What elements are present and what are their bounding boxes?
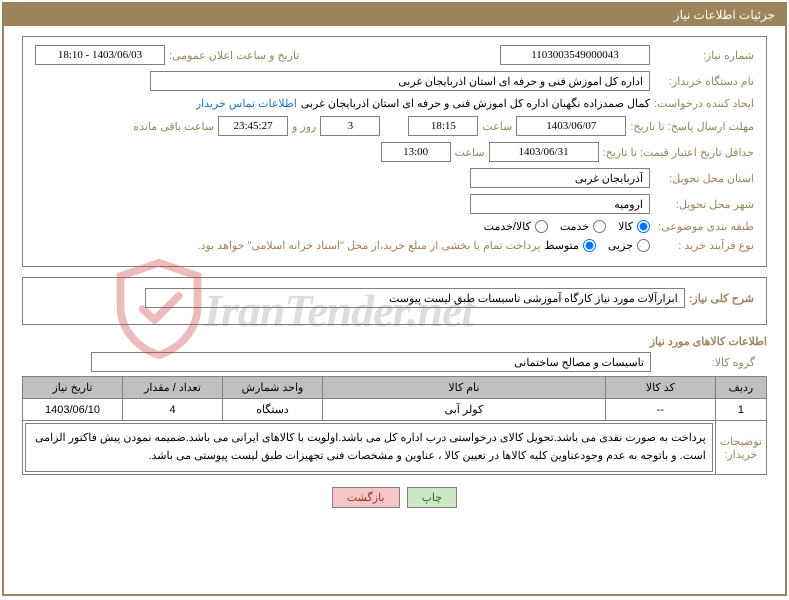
subject-opt-service[interactable]: خدمت <box>560 220 606 233</box>
response-deadline-label: مهلت ارسال پاسخ: تا تاریخ: <box>630 120 754 133</box>
hours-remaining-label: ساعت باقی مانده <box>133 120 214 133</box>
response-hour-field[interactable] <box>408 116 478 136</box>
subject-radio-goods[interactable] <box>637 220 650 233</box>
table-notes-row: توضیحات خریدار: پرداخت به صورت نقدی می ب… <box>23 421 767 475</box>
days-remaining-field[interactable] <box>320 116 380 136</box>
province-field[interactable] <box>470 168 650 188</box>
back-button[interactable]: بازگشت <box>332 487 400 508</box>
need-no-label: شماره نیاز: <box>654 49 754 62</box>
price-valid-date-field[interactable] <box>489 142 599 162</box>
th-date: تاریخ نیاز <box>23 377 123 399</box>
page-title: جزئیات اطلاعات نیاز <box>4 4 785 26</box>
hour-label-2: ساعت <box>455 146 485 159</box>
buyer-org-field[interactable] <box>150 71 650 91</box>
table-header-row: ردیف کد کالا نام کالا واحد شمارش تعداد /… <box>23 377 767 399</box>
goods-group-field[interactable] <box>91 352 651 372</box>
province-label: استان محل تحویل: <box>654 172 754 185</box>
city-label: شهر محل تحویل: <box>654 198 754 211</box>
city-field[interactable] <box>470 194 650 214</box>
cell-date: 1403/06/10 <box>23 399 123 421</box>
th-code: کد کالا <box>605 377 715 399</box>
goods-info-title: اطلاعات کالاهای مورد نیاز <box>22 335 767 348</box>
response-date-field[interactable] <box>516 116 626 136</box>
purchase-radio-medium[interactable] <box>583 239 596 252</box>
purchase-note: پرداخت تمام یا بخشی از مبلغ خرید،از محل … <box>198 239 541 252</box>
button-bar: چاپ بازگشت <box>4 487 785 508</box>
subject-radio-service[interactable] <box>593 220 606 233</box>
th-name: نام کالا <box>323 377 606 399</box>
buyer-org-label: نام دستگاه خریدار: <box>654 75 754 88</box>
creator-value: کمال صمدزاده نگهبان اداره کل اموزش فنی و… <box>301 97 650 110</box>
purchase-opt-medium[interactable]: متوسط <box>544 239 596 252</box>
general-desc-field[interactable] <box>145 288 685 308</box>
subject-class-group: کالا خدمت کالا/خدمت <box>484 220 650 233</box>
print-button[interactable]: چاپ <box>407 487 458 508</box>
purchase-radio-minor[interactable] <box>637 239 650 252</box>
time-remaining-field[interactable] <box>218 116 288 136</box>
table-row: 1 -- کولر آبی دستگاه 4 1403/06/10 <box>23 399 767 421</box>
cell-name: کولر آبی <box>323 399 606 421</box>
cell-code: -- <box>605 399 715 421</box>
cell-unit: دستگاه <box>223 399 323 421</box>
announce-field[interactable] <box>35 45 165 65</box>
th-row: ردیف <box>715 377 766 399</box>
purchase-type-group: جزیی متوسط <box>544 239 650 252</box>
subject-class-label: طبقه بندی موضوعی: <box>654 220 754 233</box>
days-and-label: روز و <box>292 120 316 133</box>
purchase-opt-minor[interactable]: جزیی <box>608 239 650 252</box>
th-qty: تعداد / مقدار <box>123 377 223 399</box>
cell-qty: 4 <box>123 399 223 421</box>
announce-label: تاریخ و ساعت اعلان عمومی: <box>169 49 299 62</box>
cell-row: 1 <box>715 399 766 421</box>
goods-group-label: گروه کالا: <box>655 356 755 369</box>
subject-opt-goods[interactable]: کالا <box>618 220 650 233</box>
price-validity-label: حداقل تاریخ اعتبار قیمت: تا تاریخ: <box>603 146 754 159</box>
need-no-field[interactable] <box>500 45 650 65</box>
creator-label: ایجاد کننده درخواست: <box>654 97 754 110</box>
purchase-type-label: نوع فرآیند خرید : <box>654 239 754 252</box>
buyer-contact-link[interactable]: اطلاعات تماس خریدار <box>196 97 297 110</box>
price-valid-hour-field[interactable] <box>381 142 451 162</box>
subject-radio-both[interactable] <box>535 220 548 233</box>
description-panel: شرح کلی نیاز: <box>22 277 767 325</box>
th-unit: واحد شمارش <box>223 377 323 399</box>
general-desc-label: شرح کلی نیاز: <box>689 292 754 305</box>
buyer-notes-text: پرداخت به صورت نقدی می باشد.تحویل کالای … <box>25 423 713 472</box>
details-panel: شماره نیاز: تاریخ و ساعت اعلان عمومی: نا… <box>22 36 767 267</box>
subject-opt-both[interactable]: کالا/خدمت <box>484 220 548 233</box>
buyer-notes-label: توضیحات خریدار: <box>715 421 766 475</box>
hour-label-1: ساعت <box>482 120 512 133</box>
goods-table: ردیف کد کالا نام کالا واحد شمارش تعداد /… <box>22 376 767 475</box>
